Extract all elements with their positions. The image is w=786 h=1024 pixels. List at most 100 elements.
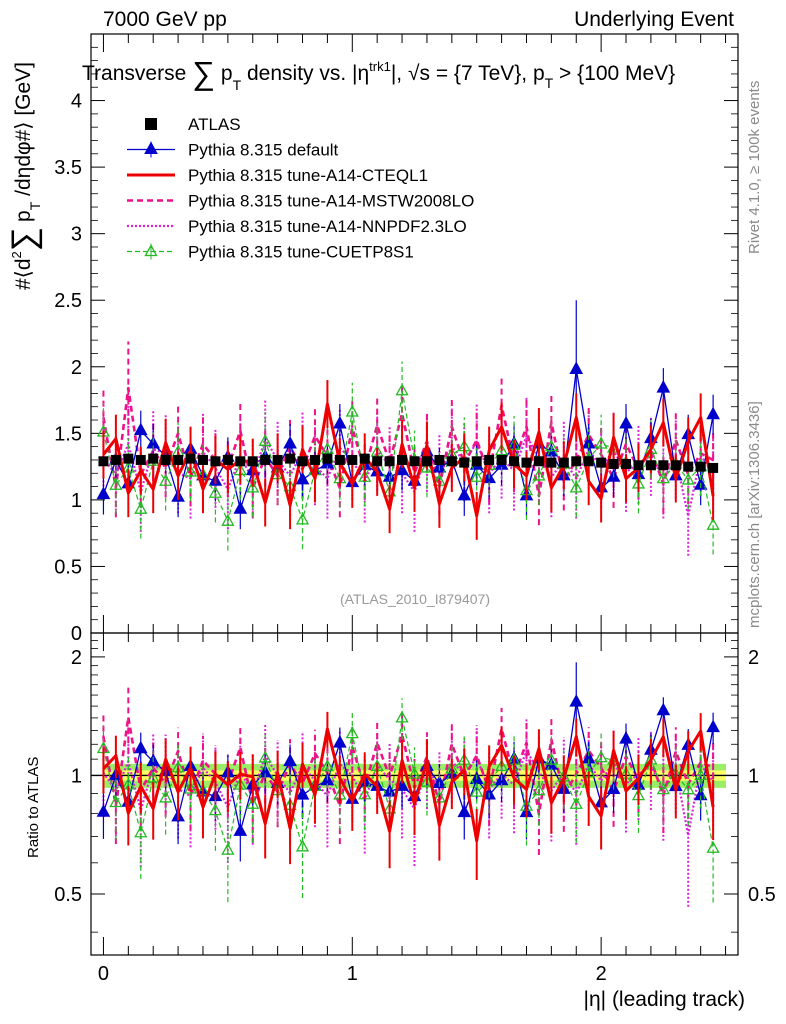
ratio-series-layer xyxy=(96,662,720,907)
atlas-data-point xyxy=(297,456,308,467)
atlas-data-point xyxy=(135,454,146,465)
atlas-data-point xyxy=(645,460,656,471)
atlas-data-point xyxy=(459,457,470,468)
ratio-series-marker xyxy=(320,759,335,772)
y-tick-label: 1.5 xyxy=(54,423,82,445)
legend-marker-atlas xyxy=(145,118,157,130)
series-marker xyxy=(619,415,633,429)
atlas-data-point xyxy=(397,454,408,465)
atlas-data-point xyxy=(185,453,196,464)
series-marker xyxy=(208,485,223,498)
ratio-tick-label: 2 xyxy=(71,647,82,669)
series-marker xyxy=(706,517,720,530)
series-marker xyxy=(320,441,335,454)
ratio-series-marker xyxy=(345,726,359,739)
atlas-data-point xyxy=(633,460,644,471)
atlas-data-point xyxy=(173,454,184,465)
ratio-tick-label: 0.5 xyxy=(54,884,82,906)
ratio-series-marker xyxy=(532,783,546,796)
ratio-series-marker xyxy=(133,740,148,754)
series-marker xyxy=(96,486,111,500)
ratio-series-line xyxy=(102,717,714,851)
ratio-series-marker xyxy=(146,770,160,783)
ratio-axis-ticks: 0.5 0.5 1 1 2 2 xyxy=(54,640,776,933)
atlas-data-point xyxy=(471,456,482,467)
y-tick-label: 2 xyxy=(71,357,82,379)
x-tick-label: 2 xyxy=(596,963,607,985)
legend-label: Pythia 8.315 tune-A14-CTEQL1 xyxy=(188,166,428,185)
atlas-data-point xyxy=(384,456,395,467)
series-marker xyxy=(457,487,472,501)
ratio-series-line xyxy=(102,727,715,843)
series-marker xyxy=(395,383,409,396)
atlas-data-point xyxy=(110,454,121,465)
atlas-data-point xyxy=(98,456,109,467)
legend-label: Pythia 8.315 tune-A14-MSTW2008LO xyxy=(188,192,474,211)
y-tick-label: 0 xyxy=(71,623,82,645)
main-axis-ticks: 0 0.5 1 1.5 2 2.5 3 3.5 4 0 1 2 xyxy=(54,34,738,985)
atlas-data-point xyxy=(347,454,358,465)
x-tick-label: 0 xyxy=(98,963,109,985)
series-marker xyxy=(569,480,583,493)
analysis-category-label: Underlying Event xyxy=(574,8,734,31)
atlas-data-point xyxy=(533,456,544,467)
atlas-data-point xyxy=(446,456,457,467)
ratio-plot-frame xyxy=(90,632,739,956)
series-marker xyxy=(134,501,148,514)
series-marker xyxy=(594,436,608,449)
rivet-version-label: Rivet 4.1.0, ≥ 100k events xyxy=(746,80,763,254)
atlas-data-point xyxy=(160,454,171,465)
atlas-data-point xyxy=(496,454,507,465)
atlas-data-point xyxy=(546,457,557,468)
atlas-data-point xyxy=(285,453,296,464)
series-marker xyxy=(183,464,198,477)
ratio-tick-label-right: 2 xyxy=(748,647,759,669)
y-axis-label: #⟨d2∑pT /dηdφ#⟩ [GeV] xyxy=(5,62,43,290)
ratio-series-marker xyxy=(544,752,558,765)
ratio-series-marker xyxy=(694,768,708,781)
legend-marker xyxy=(144,244,158,257)
series-marker xyxy=(109,477,123,490)
atlas-data-point xyxy=(521,457,532,468)
series-marker xyxy=(569,361,584,374)
ratio-series-marker xyxy=(594,750,608,763)
series-marker xyxy=(283,435,297,449)
legend: ATLAS Pythia 8.315 default Pythia 8.315 tu… xyxy=(127,115,474,262)
legend-label: Pythia 8.315 default xyxy=(188,141,339,160)
atlas-data-point xyxy=(608,458,619,469)
series-marker xyxy=(333,415,347,429)
ratio-series-marker xyxy=(619,731,633,744)
ratio-series-marker xyxy=(706,840,720,853)
ratio-tick-label: 1 xyxy=(71,765,82,787)
atlas-data-point xyxy=(484,454,495,465)
atlas-data-point xyxy=(272,454,283,465)
atlas-data-point xyxy=(322,453,333,464)
atlas-data-point xyxy=(621,458,632,469)
y-tick-label: 3 xyxy=(71,224,82,246)
mcplots-credit-label: mcplots.cern.ch [arXiv:1306.3436] xyxy=(746,401,763,628)
ratio-series-marker xyxy=(333,735,347,748)
ratio-series-marker xyxy=(569,694,584,707)
series-marker xyxy=(681,472,695,485)
series-marker xyxy=(395,462,409,476)
series-marker xyxy=(494,443,509,456)
chart-title: Transverse ∑ pT density vs. |ηtrk1|, √s =… xyxy=(82,55,675,93)
ratio-series-marker xyxy=(656,782,670,795)
ratio-series-marker xyxy=(258,750,272,763)
atlas-data-point xyxy=(210,456,221,467)
ratio-series-marker xyxy=(283,753,297,767)
ratio-series-marker xyxy=(681,782,695,795)
y-tick-label: 1 xyxy=(71,490,82,512)
series-marker xyxy=(345,404,359,417)
series-marker xyxy=(159,473,173,486)
ratio-tick-label-right: 0.5 xyxy=(748,884,776,906)
ratio-series-marker xyxy=(208,803,223,816)
ratio-series-marker xyxy=(221,842,235,855)
ratio-series-marker xyxy=(134,825,148,838)
ratio-series-marker xyxy=(457,804,472,818)
legend-label: Pythia 8.315 tune-A14-NNPDF2.3LO xyxy=(188,217,467,236)
series-marker xyxy=(358,469,372,482)
series-marker xyxy=(706,406,720,420)
series-marker xyxy=(258,433,272,446)
